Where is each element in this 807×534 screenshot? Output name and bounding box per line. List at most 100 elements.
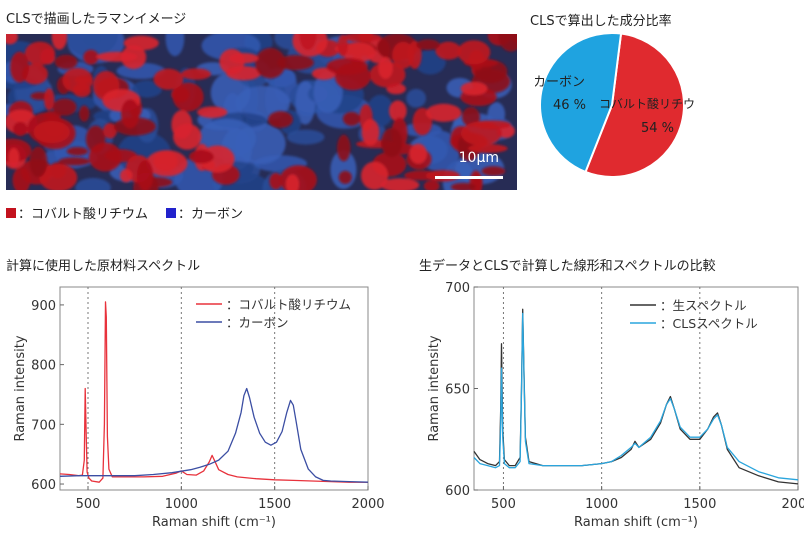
carbon-region [75,178,111,190]
cobalt-region [74,76,92,85]
scale-bar-label: 10μm [458,150,499,166]
ref-plot-frame [59,286,369,491]
cobalt-region [255,47,286,79]
cobalt-region [392,41,415,69]
cobalt-region [13,121,28,137]
fit-x-tick-label: 1500 [683,497,716,512]
cobalt-region [380,178,420,190]
ref-x-tick-label: 1000 [165,497,198,512]
cobalt-region [467,144,508,153]
pie-chart: コバルト酸リチウム 54 % カーボン 46 % [535,32,695,178]
cobalt-region [146,150,188,177]
carbon-region [406,88,427,108]
cobalt-region [299,34,317,50]
cobalt-region [460,81,488,96]
pie-slice-cobalt [584,32,685,178]
cobalt-region [171,110,193,139]
ref-series-line-1 [59,387,369,483]
fit-comparison-title: 生データとCLSで計算した線形和スペクトルの比較 [419,259,716,274]
cobalt-region [338,170,352,184]
pie-chart-title: CLSで算出した成分比率 [530,14,672,29]
ref-y-tick-label: 900 [31,299,56,314]
fit-legend-label-0: ：生スペクトル [660,298,747,313]
raman-image-title: CLSで描画したラマンイメージ [6,12,187,27]
carbon-region [132,80,163,98]
image-legend: ：コバルト酸リチウム ：カーボン [6,203,243,222]
ref-series-line-0 [59,301,368,483]
raman-image-canvas [6,34,517,190]
ref-legend-label-0: ：コバルト酸リチウム [226,297,351,312]
cobalt-region [181,68,212,80]
cobalt-region [269,172,283,190]
fit-series-line-1 [473,312,799,481]
cobalt-region [462,107,480,127]
cobalt-region [481,166,506,176]
fit-x-axis-label: Raman shift (cm⁻¹) [574,515,698,530]
fit-y-tick-label: 650 [445,383,470,398]
cobalt-region [334,62,371,91]
cobalt-region [189,149,214,164]
cobalt-region [29,146,48,178]
cobalt-region [33,120,71,144]
cobalt-region [83,49,99,65]
cobalt-region [88,142,122,172]
pie-label-cobalt: コバルト酸リチウム [599,96,695,111]
ref-legend-label-1: ：カーボン [226,315,289,330]
fit-comparison-chart: 500 1000 1500 2000 600 650 700 Raman shift (cm⁻… [427,281,804,530]
reference-spectra-title: 計算に使用した原材料スペクトル [6,259,201,274]
cobalt-region [79,105,90,122]
cobalt-region [285,174,300,190]
cobalt-region [120,45,147,70]
ref-x-tick-label: 500 [76,497,101,512]
cobalt-region [378,57,393,79]
fit-x-tick-label: 1000 [585,497,618,512]
carbon-region [165,34,185,57]
ref-y-tick-label: 600 [31,478,56,493]
cobalt-region [457,40,491,65]
ref-y-axis-label: Raman intensity [13,335,28,441]
fit-y-tick-label: 700 [445,281,470,296]
cobalt-region [435,41,462,60]
cobalt-region [51,34,68,50]
cobalt-region [342,34,382,42]
cobalt-region [425,103,462,122]
cobalt-region [423,180,440,190]
cobalt-region [277,55,314,71]
cobalt-region [381,128,403,158]
cobalt-region [229,52,259,64]
ref-y-tick-label: 700 [31,418,56,433]
cobalt-region [409,143,427,164]
cobalt-region [52,98,77,116]
cobalt-region [120,168,133,183]
cobalt-region [136,160,154,190]
cobalt-region [342,111,361,126]
raman-image: 10μm [6,34,517,190]
cobalt-region [8,147,20,168]
cobalt-region [473,120,512,130]
cobalt-region [172,82,204,112]
cobalt-region [337,134,351,162]
cobalt-region [388,100,407,122]
ref-x-tick-label: 2000 [351,497,384,512]
cobalt-region [153,68,184,90]
cobalt-region [361,118,380,146]
legend-label-cobalt: ：コバルト酸リチウム [18,207,149,222]
legend-item-carbon: ：カーボン [166,203,243,222]
cobalt-region [450,182,476,190]
carbon-region [367,94,394,127]
cobalt-region [342,42,376,63]
cobalt-region [58,157,90,166]
ref-x-tick-label: 1500 [258,497,291,512]
cobalt-region [6,34,18,45]
cobalt-region [103,123,117,139]
cobalt-region [360,161,389,190]
cobalt-region [54,54,78,70]
legend-swatch-blue [166,207,177,218]
cobalt-region [498,34,517,52]
cobalt-region [12,167,31,190]
cobalt-region [66,147,88,156]
scale-bar [435,176,503,179]
carbon-region [286,129,325,145]
pie-value-carbon: 46 % [553,98,586,113]
ref-y-tick-label: 800 [31,359,56,374]
